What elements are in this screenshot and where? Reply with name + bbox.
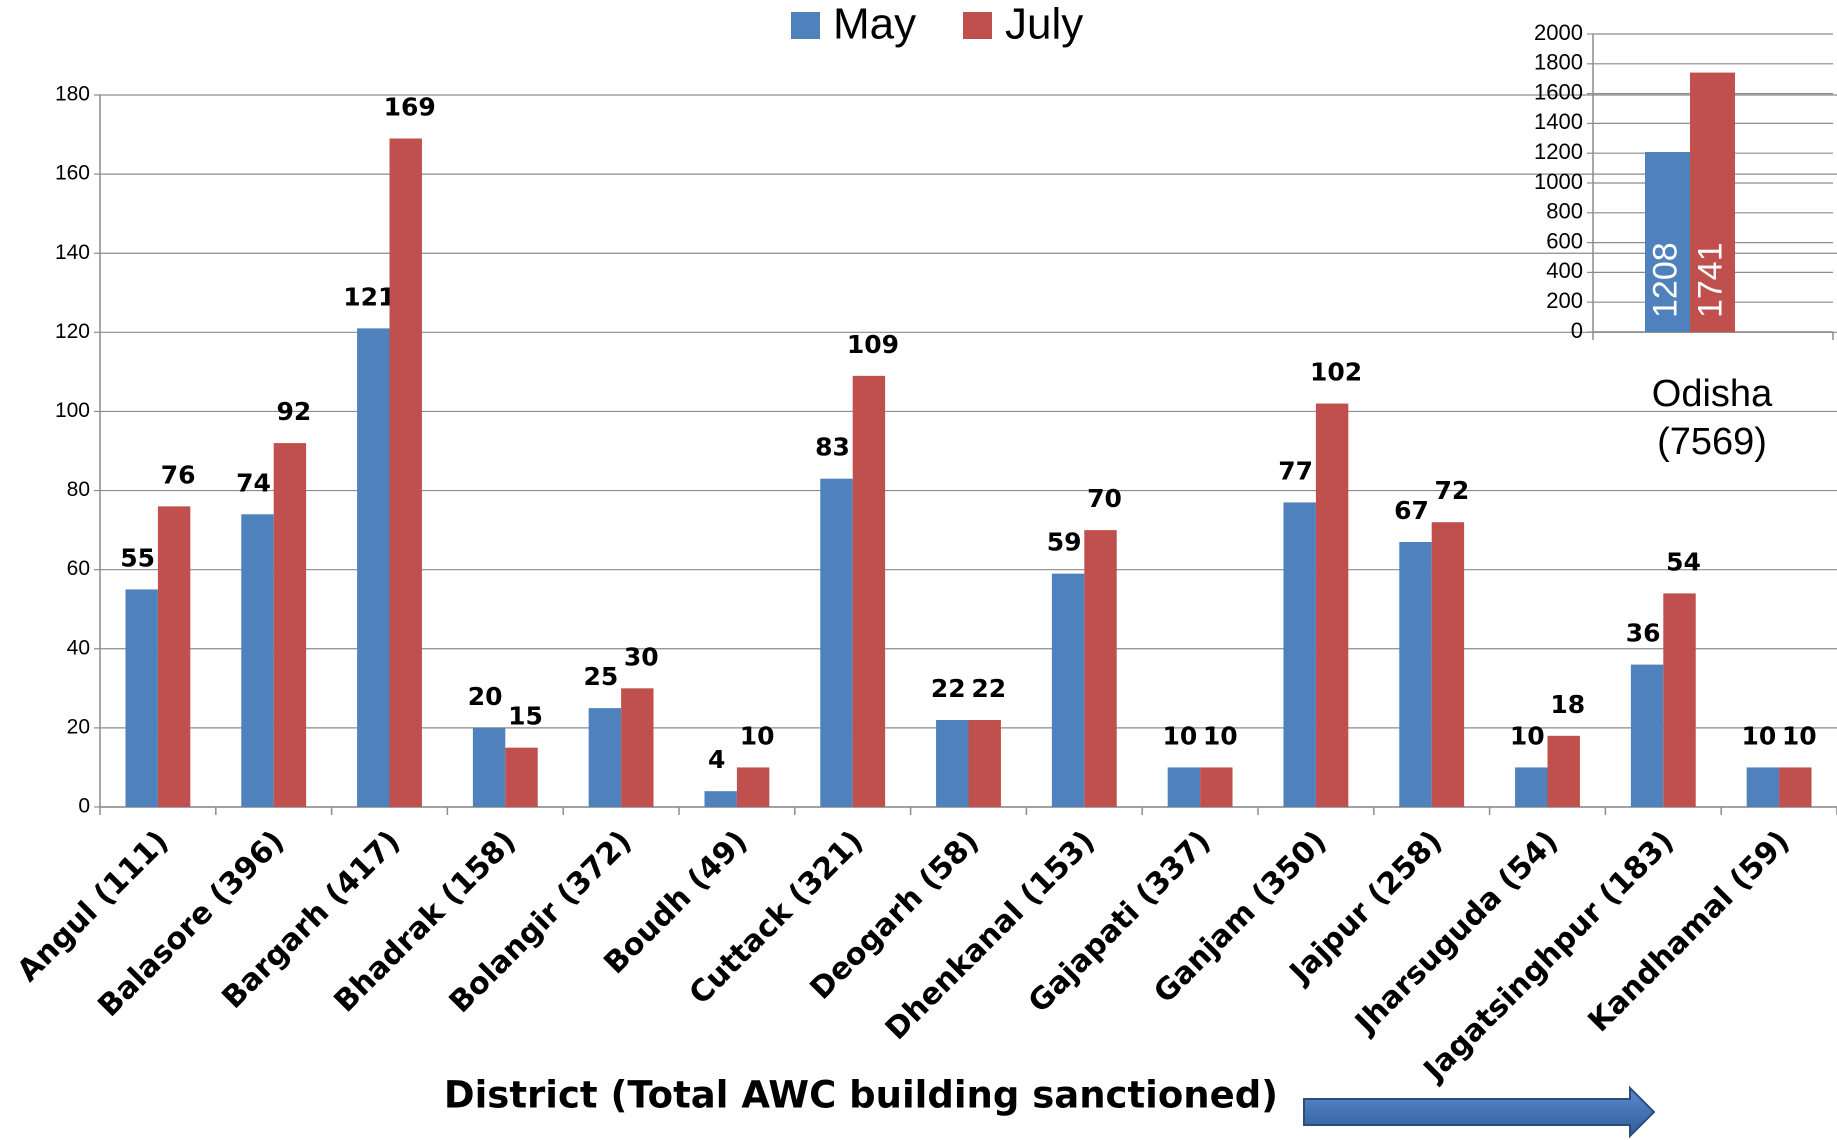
y-tick-label: 1400	[1534, 109, 1583, 134]
bar	[968, 719, 1001, 807]
value-label: 55	[120, 543, 155, 572]
bar	[241, 514, 274, 807]
bar	[389, 138, 422, 807]
value-label: 74	[236, 468, 271, 497]
value-label: 30	[624, 642, 659, 671]
y-tick-label: 0	[78, 795, 90, 818]
value-label: 10	[1510, 721, 1545, 750]
value-label: 102	[1310, 358, 1362, 387]
y-tick-label: 1200	[1534, 139, 1583, 164]
bar	[1200, 767, 1233, 807]
bar	[704, 791, 737, 807]
arrow	[1303, 1085, 1656, 1139]
y-tick-label: 400	[1546, 258, 1583, 283]
y-tick-label: 180	[55, 83, 90, 106]
bar	[621, 688, 654, 807]
legend-swatch	[791, 12, 820, 39]
bar	[505, 747, 538, 807]
bar	[1051, 573, 1085, 807]
bar	[736, 767, 770, 807]
value-label: 72	[1435, 476, 1470, 505]
x-axis-title: District (Total AWC building sanctioned)	[444, 1074, 1278, 1117]
legend-swatch	[963, 12, 992, 39]
bar	[1167, 767, 1201, 807]
y-tick-label: 2000	[1534, 20, 1583, 45]
bar	[1690, 72, 1736, 332]
value-label: 70	[1087, 484, 1122, 513]
bar	[1431, 522, 1465, 807]
y-tick-label: 80	[67, 478, 90, 501]
value-label: 10	[1741, 721, 1776, 750]
x-tick-label: Jharsuguda (54)	[1347, 824, 1565, 1042]
y-tick-label: 60	[67, 557, 90, 580]
value-label: 10	[1203, 721, 1238, 750]
bar	[1663, 593, 1696, 807]
y-tick-label: 1000	[1534, 169, 1583, 194]
bar	[1779, 767, 1812, 807]
value-label: 54	[1666, 547, 1701, 576]
value-label: 20	[468, 682, 503, 711]
y-tick-label: 1800	[1534, 50, 1583, 75]
value-label: 1741	[1691, 242, 1729, 318]
value-label: 109	[847, 330, 899, 359]
bar	[1547, 735, 1580, 807]
bar	[273, 443, 307, 807]
y-tick-label: 800	[1546, 199, 1583, 224]
value-label: 59	[1047, 528, 1082, 557]
bar	[820, 478, 853, 807]
bar	[1084, 530, 1117, 807]
value-label: 1208	[1646, 242, 1684, 318]
y-tick-label: 200	[1546, 288, 1583, 313]
y-tick-label: 0	[1571, 318, 1583, 343]
value-label: 169	[384, 93, 436, 122]
bar	[1399, 541, 1432, 807]
y-tick-label: 140	[55, 241, 90, 264]
inset-category-label: Odisha (7569)	[1651, 373, 1773, 463]
bar	[157, 506, 191, 807]
value-label: 76	[161, 460, 196, 489]
value-label: 83	[815, 433, 850, 462]
value-label: 18	[1550, 690, 1585, 719]
y-tick-label: 20	[67, 715, 90, 738]
legend-label: July	[1005, 0, 1083, 49]
y-tick-label: 1600	[1534, 79, 1583, 104]
bar	[1630, 664, 1664, 807]
bar	[936, 719, 969, 807]
value-label: 77	[1278, 456, 1313, 485]
value-label: 10	[740, 721, 775, 750]
bar	[1644, 152, 1690, 332]
x-tick-label: Dhenkanal (153)	[879, 824, 1102, 1047]
y-tick-label: 120	[55, 320, 90, 343]
value-label: 36	[1626, 619, 1661, 648]
bar	[125, 589, 158, 807]
y-tick-label: 40	[67, 636, 90, 659]
y-tick-label: 100	[55, 399, 90, 422]
value-label: 25	[583, 662, 618, 691]
bar	[1283, 502, 1316, 807]
y-tick-label: 160	[55, 162, 90, 185]
value-label: 10	[1782, 721, 1817, 750]
x-tick-label: Kandhamal (59)	[1582, 824, 1797, 1039]
bar	[1746, 767, 1780, 807]
value-label: 22	[971, 674, 1006, 703]
value-label: 4	[708, 745, 725, 774]
bar	[1515, 767, 1548, 807]
legend-label: May	[833, 0, 916, 49]
value-label: 22	[931, 674, 966, 703]
value-label: 15	[508, 702, 543, 731]
bar	[588, 708, 622, 807]
value-label: 121	[343, 282, 395, 311]
bar	[852, 375, 886, 807]
bar	[357, 328, 390, 807]
bar	[1315, 403, 1349, 807]
bar	[472, 727, 506, 807]
value-label: 67	[1394, 496, 1429, 525]
value-label: 10	[1162, 721, 1197, 750]
value-label: 92	[277, 397, 312, 426]
y-tick-label: 600	[1546, 228, 1583, 253]
